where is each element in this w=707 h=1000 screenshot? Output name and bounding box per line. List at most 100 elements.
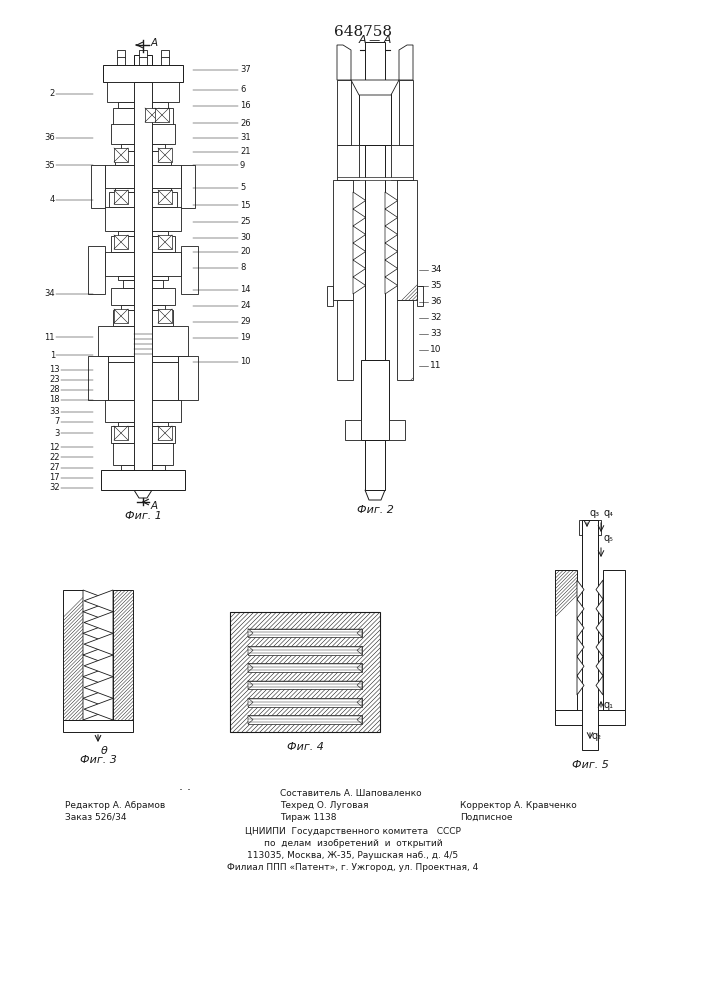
Text: Составитель А. Шаповаленко: Составитель А. Шаповаленко (280, 788, 421, 798)
Bar (582, 520, 598, 750)
Bar (117, 50, 125, 58)
Bar (118, 231, 134, 236)
Text: q₁: q₁ (603, 700, 613, 710)
Bar (158, 235, 172, 249)
Bar (152, 356, 178, 362)
Text: Фиг. 5: Фиг. 5 (571, 760, 609, 770)
Text: 5: 5 (240, 184, 245, 192)
Polygon shape (248, 715, 253, 724)
Polygon shape (596, 676, 603, 695)
Polygon shape (337, 45, 351, 80)
Bar (248, 629, 362, 637)
Bar (155, 108, 169, 122)
Text: Фиг. 2: Фиг. 2 (356, 505, 393, 515)
Polygon shape (111, 288, 134, 305)
Bar (359, 80, 391, 145)
Polygon shape (345, 420, 361, 440)
Bar (152, 280, 163, 288)
Polygon shape (84, 677, 113, 698)
Polygon shape (337, 300, 353, 380)
Polygon shape (337, 145, 359, 180)
Polygon shape (391, 145, 413, 180)
Polygon shape (248, 629, 253, 637)
Polygon shape (91, 165, 105, 208)
Text: 35: 35 (430, 282, 441, 290)
Polygon shape (113, 443, 134, 465)
Text: 13: 13 (49, 365, 60, 374)
Polygon shape (337, 80, 351, 145)
Polygon shape (248, 698, 253, 707)
Polygon shape (357, 698, 362, 707)
Text: 648758: 648758 (334, 25, 392, 39)
Polygon shape (152, 207, 181, 231)
Bar (118, 102, 134, 108)
Bar (108, 362, 134, 400)
Polygon shape (181, 165, 195, 208)
Bar (152, 188, 171, 192)
Text: А: А (151, 501, 158, 511)
Bar (582, 520, 598, 570)
Text: Фиг. 1: Фиг. 1 (124, 511, 161, 521)
Bar (248, 646, 362, 655)
Polygon shape (83, 698, 112, 720)
Polygon shape (598, 520, 601, 535)
Text: 24: 24 (240, 302, 250, 310)
Text: 35: 35 (45, 160, 55, 169)
Bar (365, 440, 385, 490)
Text: 8: 8 (240, 263, 245, 272)
Bar (152, 465, 165, 470)
Polygon shape (248, 646, 253, 655)
Polygon shape (113, 310, 134, 326)
Text: Фиг. 3: Фиг. 3 (80, 755, 117, 765)
Bar (123, 280, 134, 288)
Bar (152, 276, 168, 280)
Polygon shape (248, 681, 253, 689)
Bar (114, 309, 128, 323)
Text: 33: 33 (430, 330, 441, 338)
Polygon shape (117, 57, 125, 65)
Polygon shape (63, 590, 83, 720)
Polygon shape (88, 246, 105, 294)
Bar (114, 148, 128, 162)
Polygon shape (111, 236, 134, 252)
Polygon shape (113, 108, 134, 125)
Text: 34: 34 (430, 265, 441, 274)
Polygon shape (105, 400, 134, 422)
Polygon shape (399, 80, 413, 145)
Polygon shape (577, 580, 584, 599)
Polygon shape (105, 252, 134, 276)
Polygon shape (152, 310, 173, 326)
Bar (121, 465, 134, 470)
Polygon shape (596, 599, 603, 618)
Bar (158, 148, 172, 162)
Text: 32: 32 (430, 314, 441, 322)
Polygon shape (152, 400, 181, 422)
Polygon shape (115, 151, 134, 165)
Text: 10: 10 (430, 346, 441, 355)
Bar (337, 177, 413, 180)
Polygon shape (397, 300, 413, 380)
Bar (152, 231, 168, 236)
Text: А — А: А — А (358, 35, 392, 45)
Polygon shape (353, 243, 365, 260)
Text: 15: 15 (240, 200, 250, 210)
Text: 7: 7 (54, 418, 60, 426)
Text: 16: 16 (240, 102, 250, 110)
Bar (114, 426, 128, 440)
Text: q₂: q₂ (592, 731, 602, 741)
Polygon shape (555, 710, 625, 725)
Polygon shape (152, 326, 188, 356)
Text: 22: 22 (49, 452, 60, 462)
Text: 36: 36 (45, 133, 55, 142)
Text: 30: 30 (240, 233, 250, 242)
Polygon shape (103, 65, 183, 82)
Bar (158, 190, 172, 204)
Text: 33: 33 (49, 408, 60, 416)
Text: 1: 1 (49, 351, 55, 360)
Text: 36: 36 (430, 298, 441, 306)
Polygon shape (357, 629, 362, 637)
Bar (248, 698, 362, 707)
Text: ЦНИИПИ  Государственного комитета   СССР: ЦНИИПИ Государственного комитета СССР (245, 828, 461, 836)
Text: 11: 11 (430, 361, 441, 370)
Polygon shape (385, 260, 397, 277)
